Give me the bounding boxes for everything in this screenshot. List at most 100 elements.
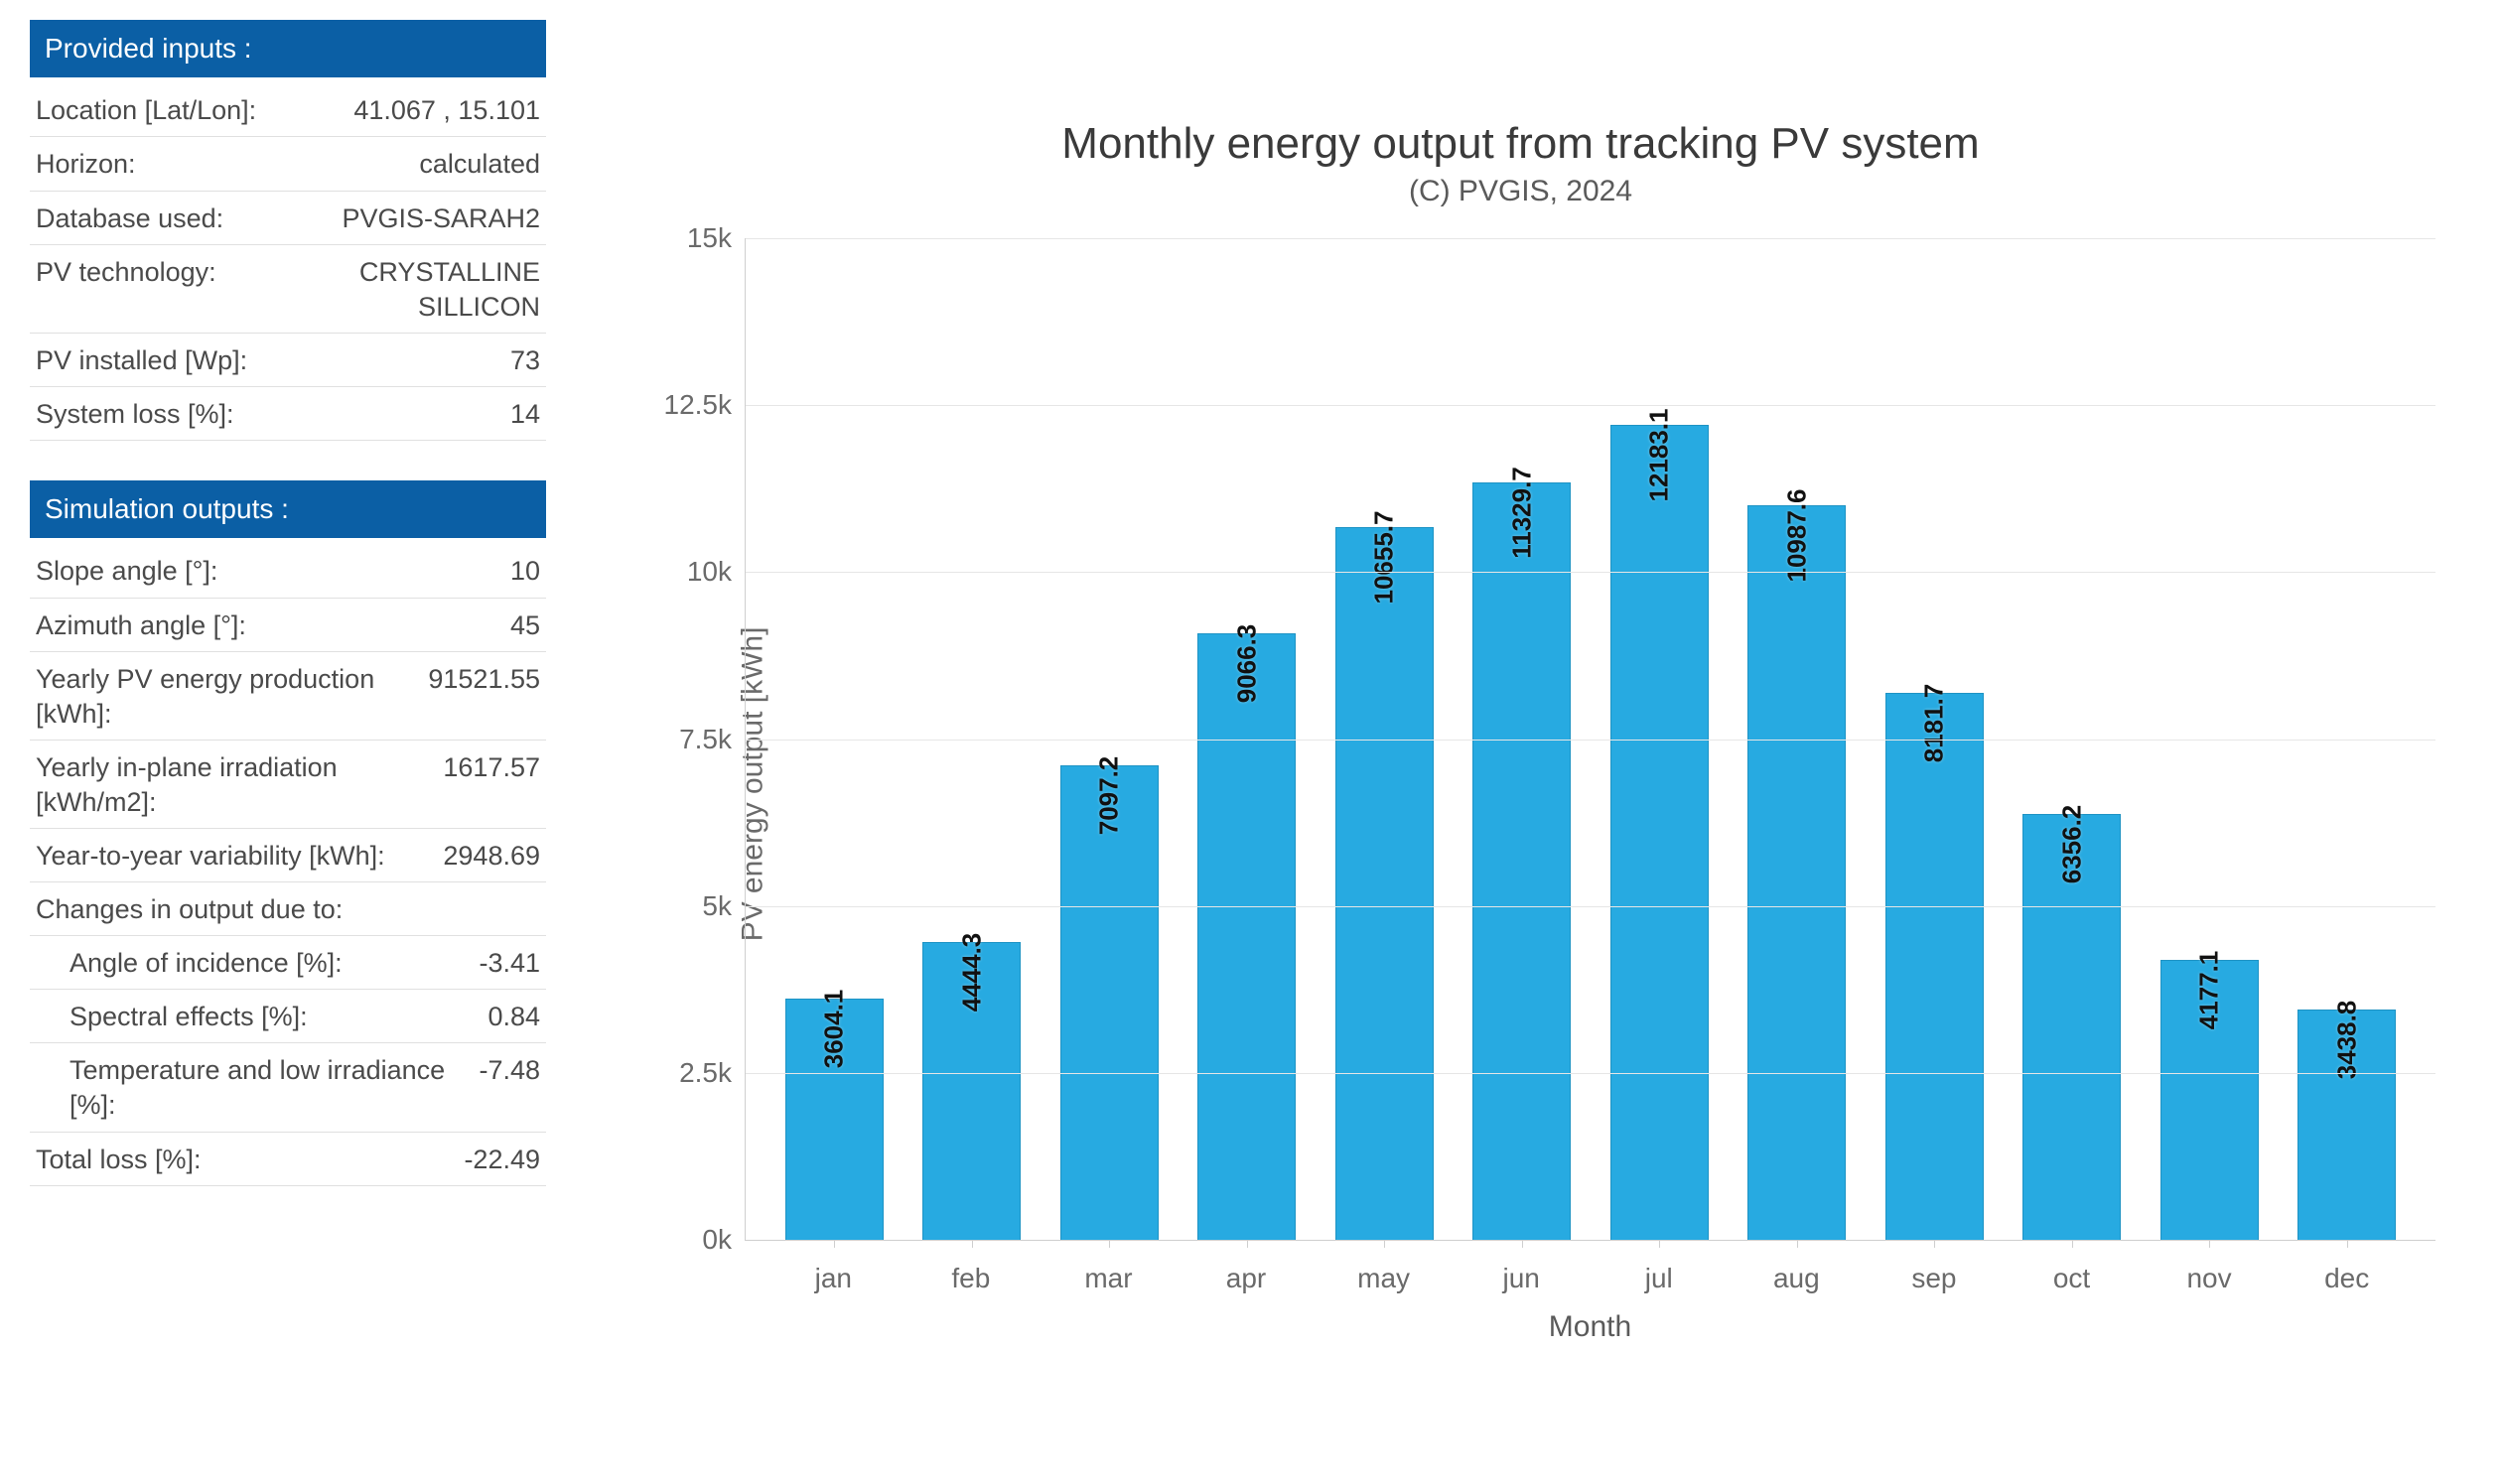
x-tick-label: dec: [2288, 1263, 2406, 1294]
outputs-row-value: 10: [510, 554, 540, 589]
y-tick-label: 10k: [687, 556, 746, 588]
x-tick: [2209, 1240, 2210, 1248]
plot-outer: 3604.1 4444.3 7097.2 9066.3 10655.7 11329.7 12…: [745, 238, 2435, 1241]
outputs-row-value: 0.84: [487, 1000, 540, 1034]
outputs-row-value: -22.49: [464, 1143, 540, 1177]
gridline: [746, 906, 2435, 907]
bar: 8181.7: [1885, 693, 1984, 1240]
x-tick: [1522, 1240, 1523, 1248]
bar: 11329.7: [1472, 482, 1571, 1240]
x-tick-label: nov: [2151, 1263, 2269, 1294]
gridline: [746, 572, 2435, 573]
inputs-row-value: PVGIS-SARAH2: [342, 202, 540, 236]
inputs-panel: Provided inputs : Location [Lat/Lon]:41.…: [30, 20, 546, 441]
x-tick-label: apr: [1187, 1263, 1306, 1294]
gridline: [746, 1073, 2435, 1074]
outputs-row-value: 91521.55: [428, 662, 540, 697]
bar: 10987.6: [1747, 505, 1846, 1240]
bar: 6356.2: [2022, 814, 2121, 1240]
bar-value-label: 3438.8: [2331, 1000, 2362, 1079]
chart-title: Monthly energy output from tracking PV s…: [566, 119, 2475, 169]
inputs-panel-body: Location [Lat/Lon]:41.067 , 15.101Horizo…: [30, 77, 546, 441]
chart-area: PV energy output [kWh] 3604.14444.37097.…: [645, 238, 2435, 1330]
y-tick-label: 12.5k: [664, 389, 747, 421]
outputs-row: Yearly PV energy production [kWh]:91521.…: [30, 652, 546, 741]
bar-value-label: 10655.7: [1369, 511, 1400, 605]
bar-value-label: 4177.1: [2194, 951, 2225, 1030]
x-axis-title: Month: [745, 1310, 2435, 1344]
outputs-row: Azimuth angle [°]:45: [30, 599, 546, 652]
outputs-row-value: -3.41: [479, 946, 540, 981]
x-tick: [1934, 1240, 1935, 1248]
y-tick-label: 5k: [702, 890, 746, 922]
outputs-row: Temperature and low irradiance [%]:-7.48: [30, 1043, 546, 1132]
gridline: [746, 238, 2435, 239]
bar-value-label: 4444.3: [956, 933, 987, 1012]
outputs-row: Slope angle [°]:10: [30, 544, 546, 598]
x-tick: [2072, 1240, 2073, 1248]
x-tick-label: aug: [1738, 1263, 1856, 1294]
plot-area: 3604.1 4444.3 7097.2 9066.3 10655.7 11329.7 12…: [745, 238, 2435, 1241]
x-tick-label: jul: [1600, 1263, 1718, 1294]
inputs-row: PV technology:CRYSTALLINE SILLICON: [30, 245, 546, 334]
bar: 4444.3: [922, 942, 1021, 1240]
outputs-row: Changes in output due to:: [30, 882, 546, 936]
bar: 7097.2: [1060, 765, 1159, 1240]
x-tick-label: feb: [912, 1263, 1031, 1294]
outputs-row-label: Total loss [%]:: [36, 1143, 464, 1177]
outputs-row: Angle of incidence [%]:-3.41: [30, 936, 546, 990]
inputs-row: Horizon:calculated: [30, 137, 546, 191]
bar-value-label: 10987.6: [1781, 488, 1812, 582]
inputs-row: Location [Lat/Lon]:41.067 , 15.101: [30, 83, 546, 137]
outputs-row-label: Yearly PV energy production [kWh]:: [36, 662, 428, 732]
bar: 12183.1: [1610, 425, 1709, 1240]
gridline: [746, 405, 2435, 406]
bar: 10655.7: [1335, 527, 1434, 1240]
inputs-row: PV installed [Wp]:73: [30, 334, 546, 387]
bar-value-label: 7097.2: [1094, 755, 1125, 835]
x-tick-label: may: [1324, 1263, 1443, 1294]
inputs-row-value: calculated: [419, 147, 540, 182]
outputs-row: Spectral effects [%]:0.84: [30, 990, 546, 1043]
x-tick: [1797, 1240, 1798, 1248]
outputs-row-label: Temperature and low irradiance [%]:: [36, 1053, 479, 1123]
outputs-row-label: Slope angle [°]:: [36, 554, 510, 589]
outputs-panel: Simulation outputs : Slope angle [°]:10A…: [30, 480, 546, 1186]
outputs-panel-body: Slope angle [°]:10Azimuth angle [°]:45Ye…: [30, 538, 546, 1185]
bar: 3604.1: [785, 999, 884, 1240]
bar: 4177.1: [2160, 960, 2259, 1240]
x-tick-label: mar: [1049, 1263, 1168, 1294]
bar-value-label: 11329.7: [1506, 467, 1537, 559]
x-tick-label: oct: [2013, 1263, 2131, 1294]
x-tick: [834, 1240, 835, 1248]
outputs-row-value: 1617.57: [443, 750, 540, 785]
inputs-row-value: 41.067 , 15.101: [353, 93, 540, 128]
bar-value-label: 3604.1: [819, 989, 850, 1068]
inputs-row: System loss [%]:14: [30, 387, 546, 441]
inputs-row-value: CRYSTALLINE SILLICON: [359, 255, 540, 325]
outputs-row-value: 45: [510, 608, 540, 643]
bar: 9066.3: [1197, 633, 1296, 1240]
x-tick: [1384, 1240, 1385, 1248]
outputs-row: Yearly in-plane irradiation [kWh/m2]:161…: [30, 741, 546, 829]
bar: 3438.8: [2297, 1010, 2396, 1240]
bar-value-label: 8181.7: [1919, 683, 1950, 762]
outputs-row-label: Yearly in-plane irradiation [kWh/m2]:: [36, 750, 443, 820]
outputs-row-label: Spectral effects [%]:: [36, 1000, 487, 1034]
inputs-row-label: Horizon:: [36, 147, 419, 182]
y-tick-label: 2.5k: [679, 1057, 746, 1089]
gridline: [746, 740, 2435, 741]
x-tick-label: jan: [774, 1263, 893, 1294]
inputs-row: Database used:PVGIS-SARAH2: [30, 192, 546, 245]
x-tick-label: jun: [1462, 1263, 1581, 1294]
inputs-row-label: System loss [%]:: [36, 397, 510, 432]
outputs-row-label: Azimuth angle [°]:: [36, 608, 510, 643]
outputs-panel-header: Simulation outputs :: [30, 480, 546, 538]
x-tick: [1659, 1240, 1660, 1248]
outputs-row-value: -7.48: [479, 1053, 540, 1088]
outputs-row-value: 2948.69: [443, 839, 540, 874]
inputs-row-value: 14: [510, 397, 540, 432]
inputs-row-label: PV technology:: [36, 255, 359, 290]
inputs-row-label: PV installed [Wp]:: [36, 343, 510, 378]
inputs-panel-header: Provided inputs :: [30, 20, 546, 77]
